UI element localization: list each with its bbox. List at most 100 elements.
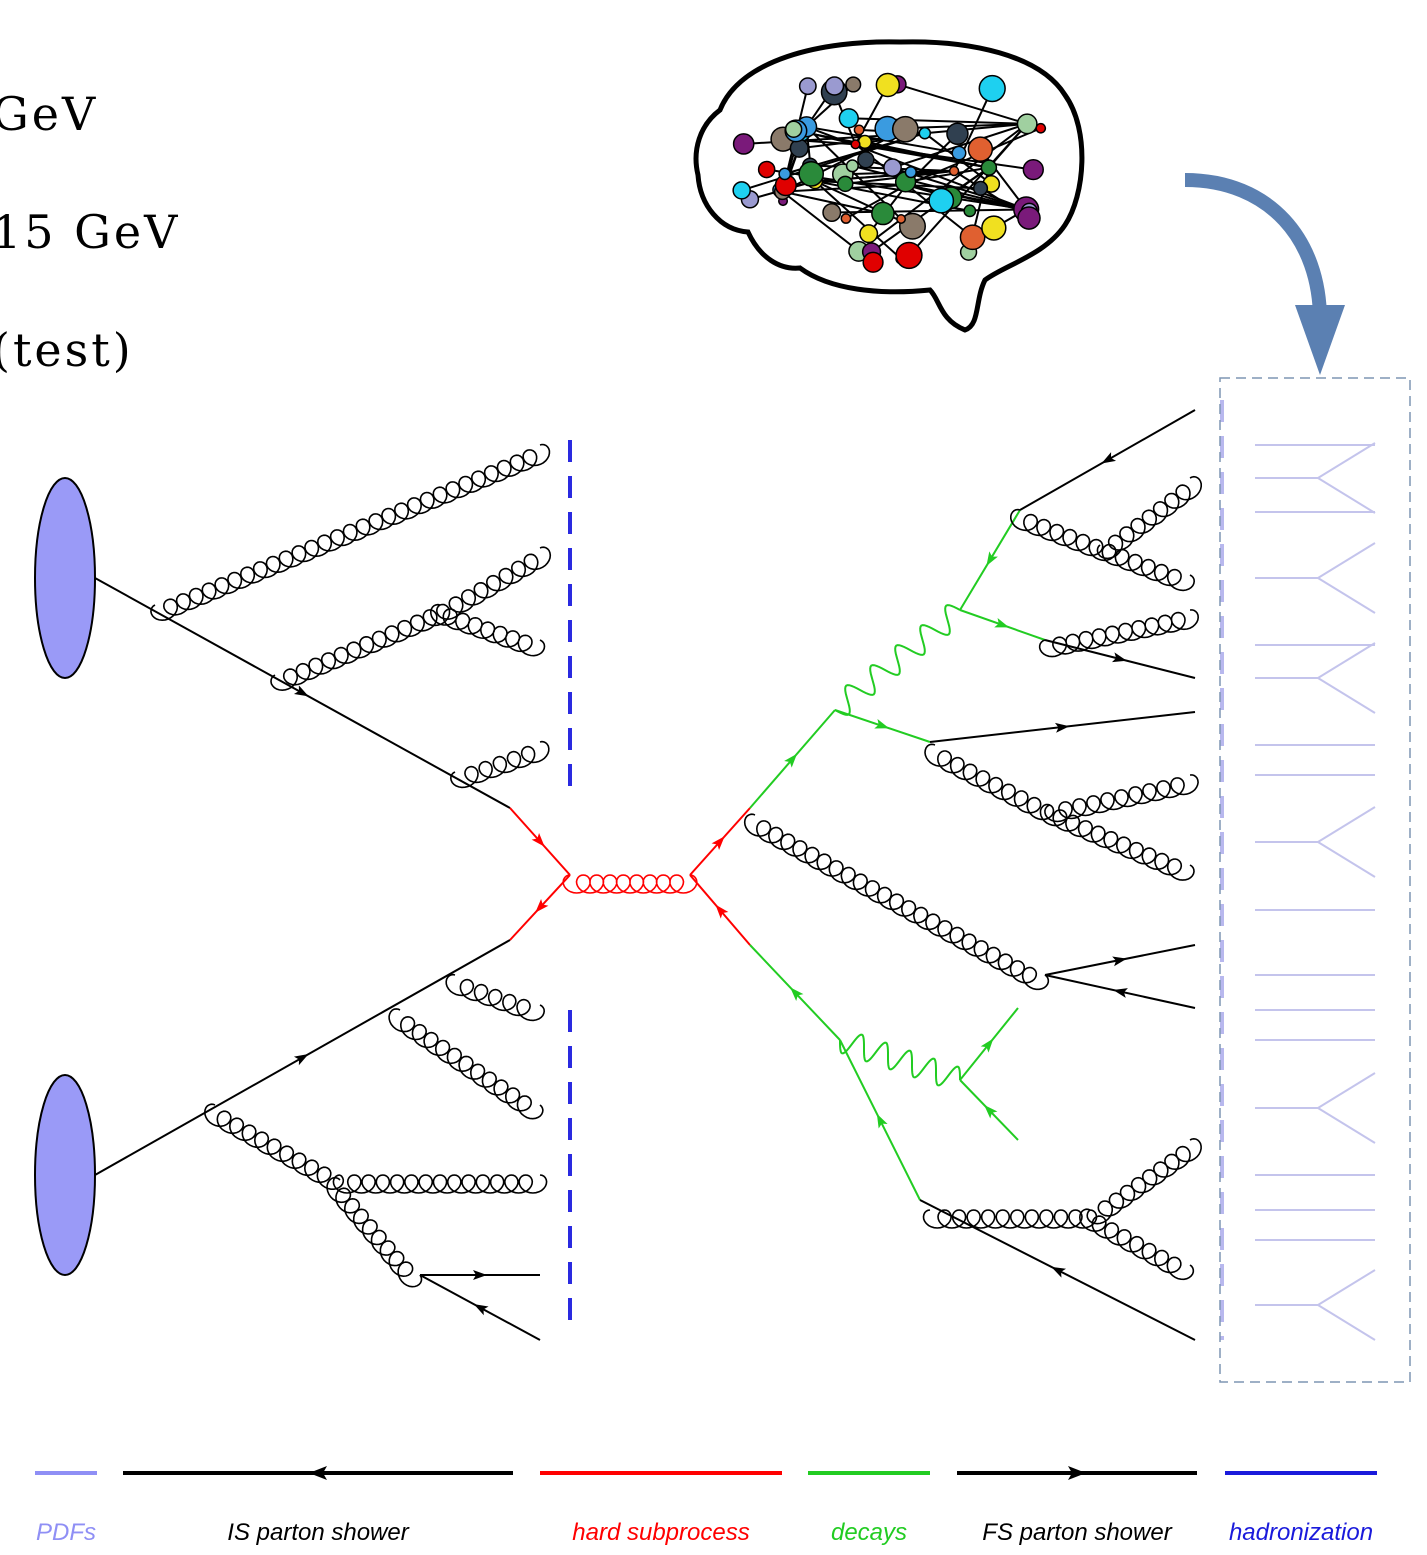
brain-node — [798, 161, 825, 187]
arrow-head — [876, 1113, 888, 1129]
brain-node — [980, 159, 998, 176]
brain-node — [891, 115, 919, 143]
gluon — [743, 813, 1050, 991]
arrow-head — [293, 1054, 309, 1066]
brain-node — [798, 77, 817, 96]
text-line: 15 GeV — [0, 205, 180, 259]
brain-node — [981, 215, 1007, 241]
brain-node — [862, 251, 884, 273]
gluon — [922, 1209, 1098, 1229]
brain-node — [904, 165, 917, 179]
w-boson — [834, 604, 961, 716]
arrow-head — [1068, 1466, 1086, 1480]
arrow-head — [715, 904, 729, 919]
arrow-head — [874, 719, 890, 729]
brain-node — [948, 165, 960, 177]
legend-label: hard subprocess — [572, 1519, 749, 1546]
arrow-head — [1113, 988, 1128, 998]
hadron-fork — [1255, 442, 1376, 514]
legend-label: PDFs — [36, 1519, 96, 1546]
brain-node — [757, 160, 776, 179]
brain-node — [822, 202, 842, 222]
brain-node — [883, 158, 902, 177]
arrow-head — [473, 1304, 489, 1316]
brain-node — [838, 108, 859, 129]
gluon — [332, 1174, 548, 1194]
brain-node — [1017, 206, 1041, 230]
w-boson — [839, 1033, 961, 1087]
brain-node — [732, 133, 755, 155]
brain-node — [918, 126, 932, 140]
brain-node — [946, 122, 969, 146]
arrow-head — [784, 753, 798, 768]
brain-node — [951, 145, 967, 161]
brain-node — [840, 213, 852, 224]
brain-link — [908, 123, 1028, 257]
brain-link — [854, 143, 974, 239]
gluon — [429, 603, 546, 657]
gluon — [449, 740, 550, 789]
brain-node — [896, 214, 907, 224]
brain-node — [963, 204, 977, 218]
brain-node — [959, 224, 986, 251]
brain-node — [857, 134, 873, 150]
flow-arrow-head — [1295, 305, 1345, 375]
arrow-head — [994, 617, 1010, 628]
gluon — [388, 1008, 544, 1120]
gluon — [1096, 475, 1202, 560]
gluon — [1038, 609, 1200, 658]
arrow-head — [711, 836, 725, 851]
proton — [34, 1074, 96, 1276]
gluon — [1086, 1137, 1202, 1225]
arrow-head — [790, 987, 804, 1002]
gluon — [562, 874, 698, 894]
text-line: GeV — [0, 87, 98, 141]
brain-node — [1016, 113, 1038, 135]
brain-node — [967, 136, 994, 162]
brain-link — [852, 164, 1027, 211]
legend-label: IS parton shower — [227, 1519, 409, 1546]
brain-link — [855, 143, 1034, 171]
arrow-head — [473, 1270, 487, 1280]
brain-node — [732, 181, 751, 200]
gluon — [1078, 1208, 1195, 1281]
brain-node — [928, 187, 955, 214]
brain-node — [845, 76, 862, 93]
brain-node — [875, 72, 901, 98]
brain-node — [836, 175, 854, 193]
arrow-head — [1101, 452, 1117, 464]
arrow-head — [1054, 722, 1070, 733]
gluon — [435, 546, 552, 620]
arrow-head — [984, 1104, 998, 1119]
gluon — [924, 743, 1055, 821]
brain-node — [978, 74, 1006, 103]
gluon — [1039, 803, 1195, 881]
arrow-head — [535, 898, 549, 913]
gluon — [270, 603, 451, 692]
flow-arrow — [1184, 173, 1327, 321]
brain-node — [871, 201, 895, 226]
hadron-fork — [1255, 806, 1376, 878]
brain-node — [853, 124, 865, 136]
hadron-fork — [1255, 1072, 1376, 1144]
brain-node — [778, 167, 792, 181]
proton — [34, 477, 96, 679]
feynman-diagram — [34, 39, 1411, 1383]
gluon — [1010, 508, 1196, 592]
legend-label: FS parton shower — [982, 1519, 1172, 1546]
hadron-fork — [1255, 542, 1376, 614]
hadron-fork — [1255, 1269, 1376, 1341]
arrow-head — [293, 685, 309, 697]
brain-link — [845, 184, 907, 220]
gluon — [150, 443, 551, 622]
hadron-box — [1219, 377, 1411, 1383]
brain-node — [972, 180, 989, 196]
gluon — [326, 1176, 423, 1288]
hadron-fork — [1255, 642, 1376, 714]
brain-link — [897, 83, 1028, 125]
brain-link — [924, 122, 1028, 135]
brain-node — [845, 159, 859, 173]
brain-node — [895, 241, 923, 270]
arrow-head — [531, 832, 545, 847]
